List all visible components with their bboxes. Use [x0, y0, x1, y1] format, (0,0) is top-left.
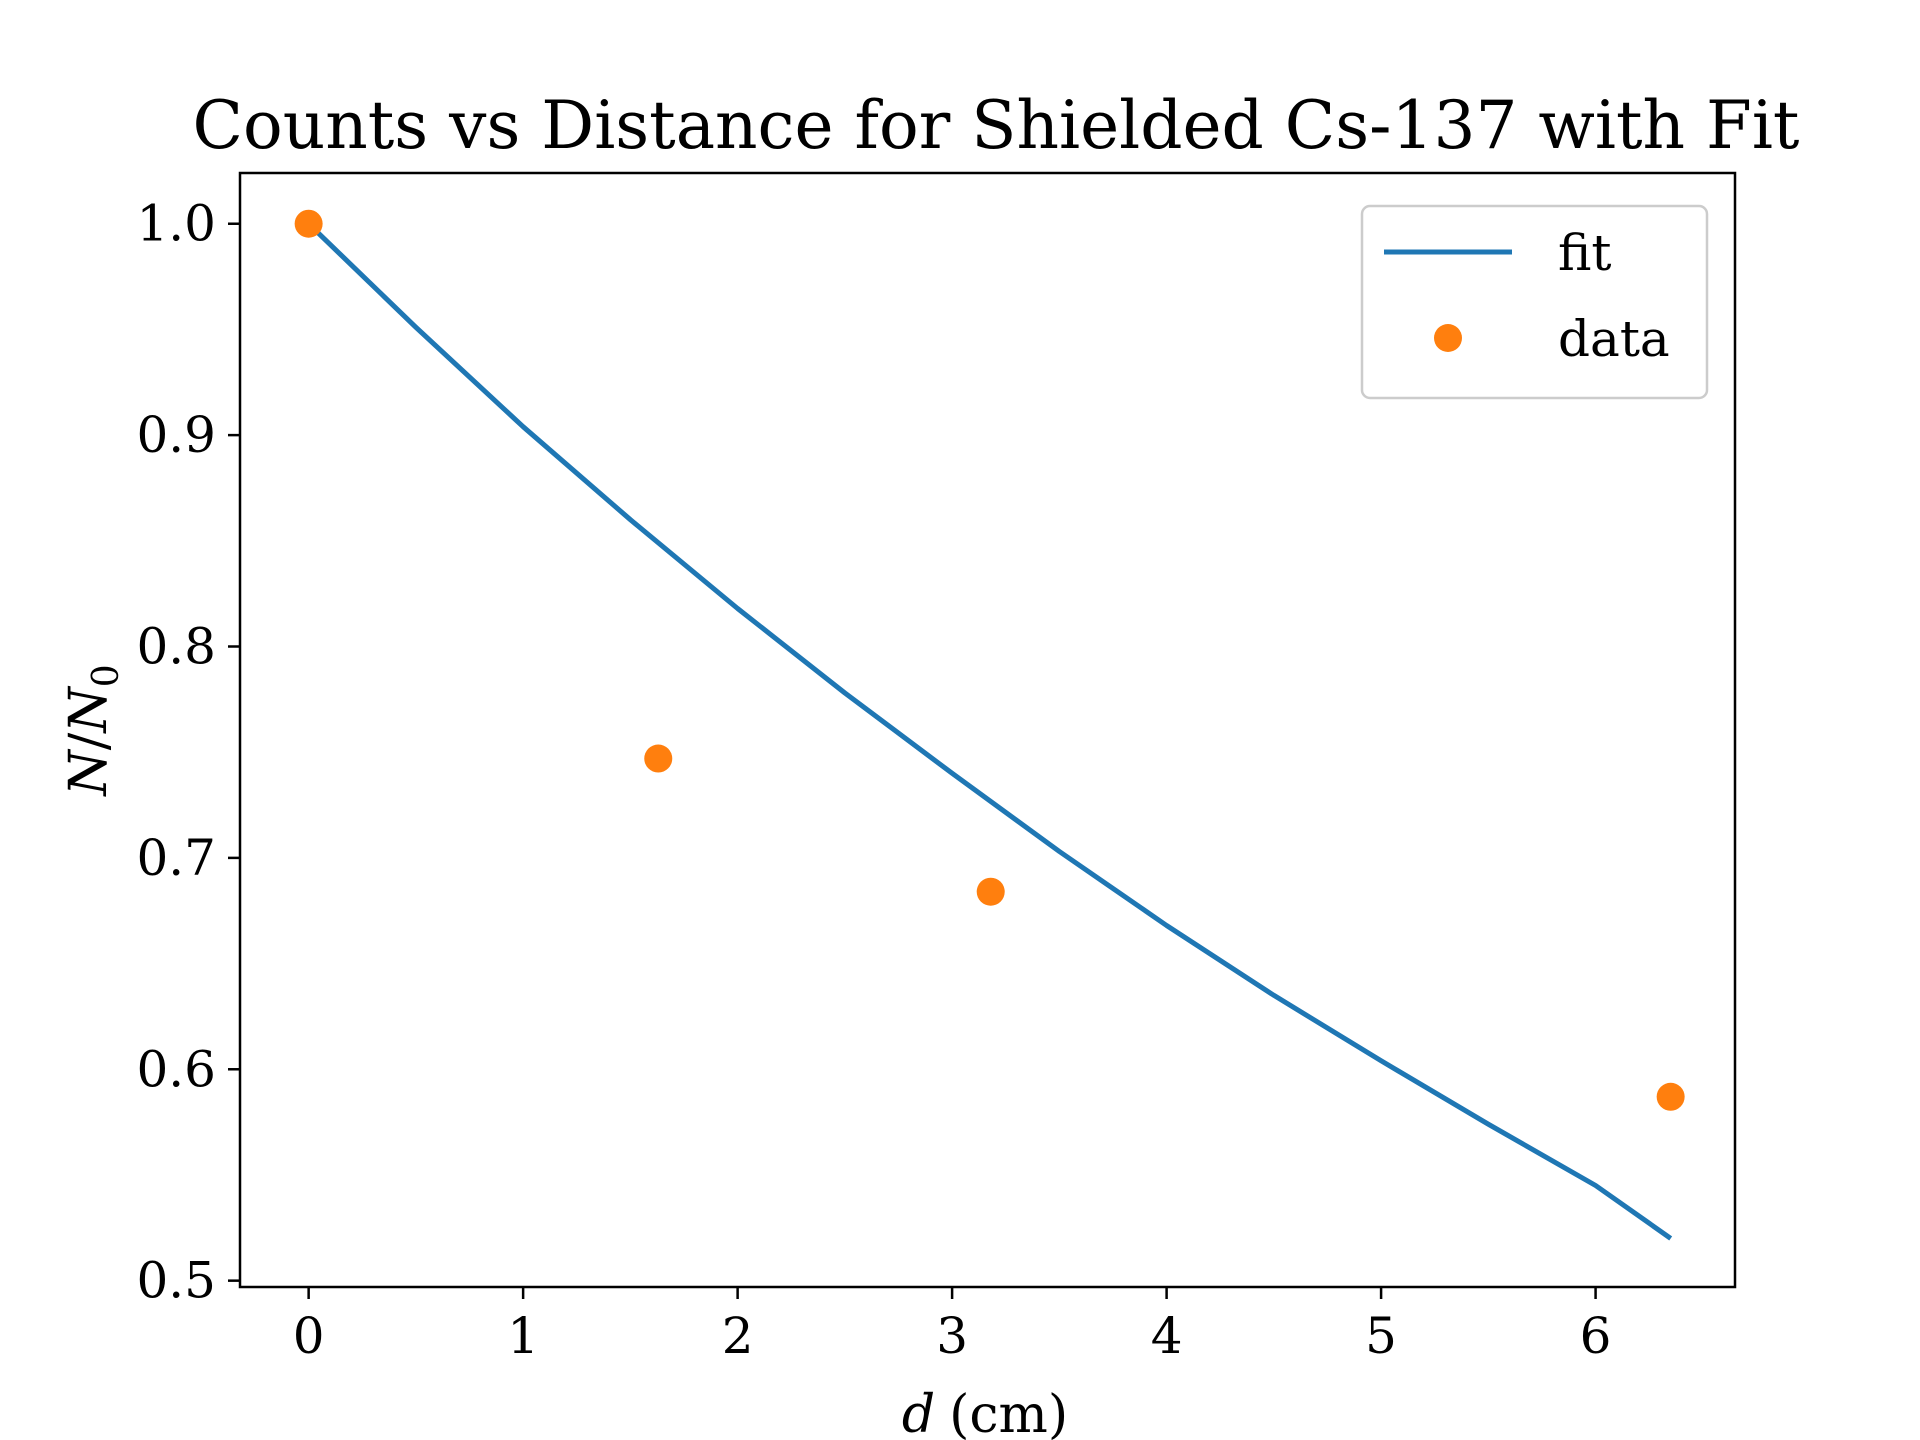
data-point	[294, 209, 323, 238]
y-tick-label: 0.7	[136, 829, 216, 887]
y-axis-label: N/N0	[59, 664, 127, 797]
plot-frame	[238, 171, 1737, 1289]
legend-box	[1360, 204, 1709, 400]
x-axis-label: d (cm)	[902, 1385, 1068, 1440]
x-tick-label: 1	[507, 1307, 539, 1365]
y-tick-label: 0.8	[136, 618, 216, 676]
x-tick-label: 4	[1151, 1307, 1183, 1365]
legend: fit data	[1360, 204, 1709, 400]
data-point	[644, 744, 673, 773]
y-tick-label: 0.9	[136, 406, 216, 464]
y-tick-label: 0.6	[136, 1040, 216, 1098]
y-tick-label: 0.5	[136, 1252, 216, 1310]
y-tick-label: 1.0	[136, 195, 216, 253]
plot-area: 0 1 2 3 4 5 6 0.5 0.6 0.7 0.8 0.9 1.0	[136, 171, 1737, 1365]
fit-curve	[306, 221, 1673, 1241]
legend-data-marker	[1434, 324, 1462, 352]
data-point	[1656, 1082, 1685, 1111]
chart-title: Counts vs Distance for Shielded Cs-137 w…	[193, 87, 1800, 164]
data-point	[976, 877, 1005, 906]
x-tick-label: 3	[936, 1307, 968, 1365]
legend-data-label: data	[1558, 310, 1670, 368]
y-axis: 0.5 0.6 0.7 0.8 0.9 1.0	[136, 195, 240, 1310]
x-tick-label: 0	[293, 1307, 325, 1365]
x-tick-label: 5	[1365, 1307, 1397, 1365]
x-tick-label: 6	[1580, 1307, 1612, 1365]
series-layer	[294, 209, 1685, 1241]
legend-fit-label: fit	[1558, 224, 1611, 282]
x-axis: 0 1 2 3 4 5 6	[293, 1287, 1612, 1365]
x-tick-label: 2	[722, 1307, 754, 1365]
